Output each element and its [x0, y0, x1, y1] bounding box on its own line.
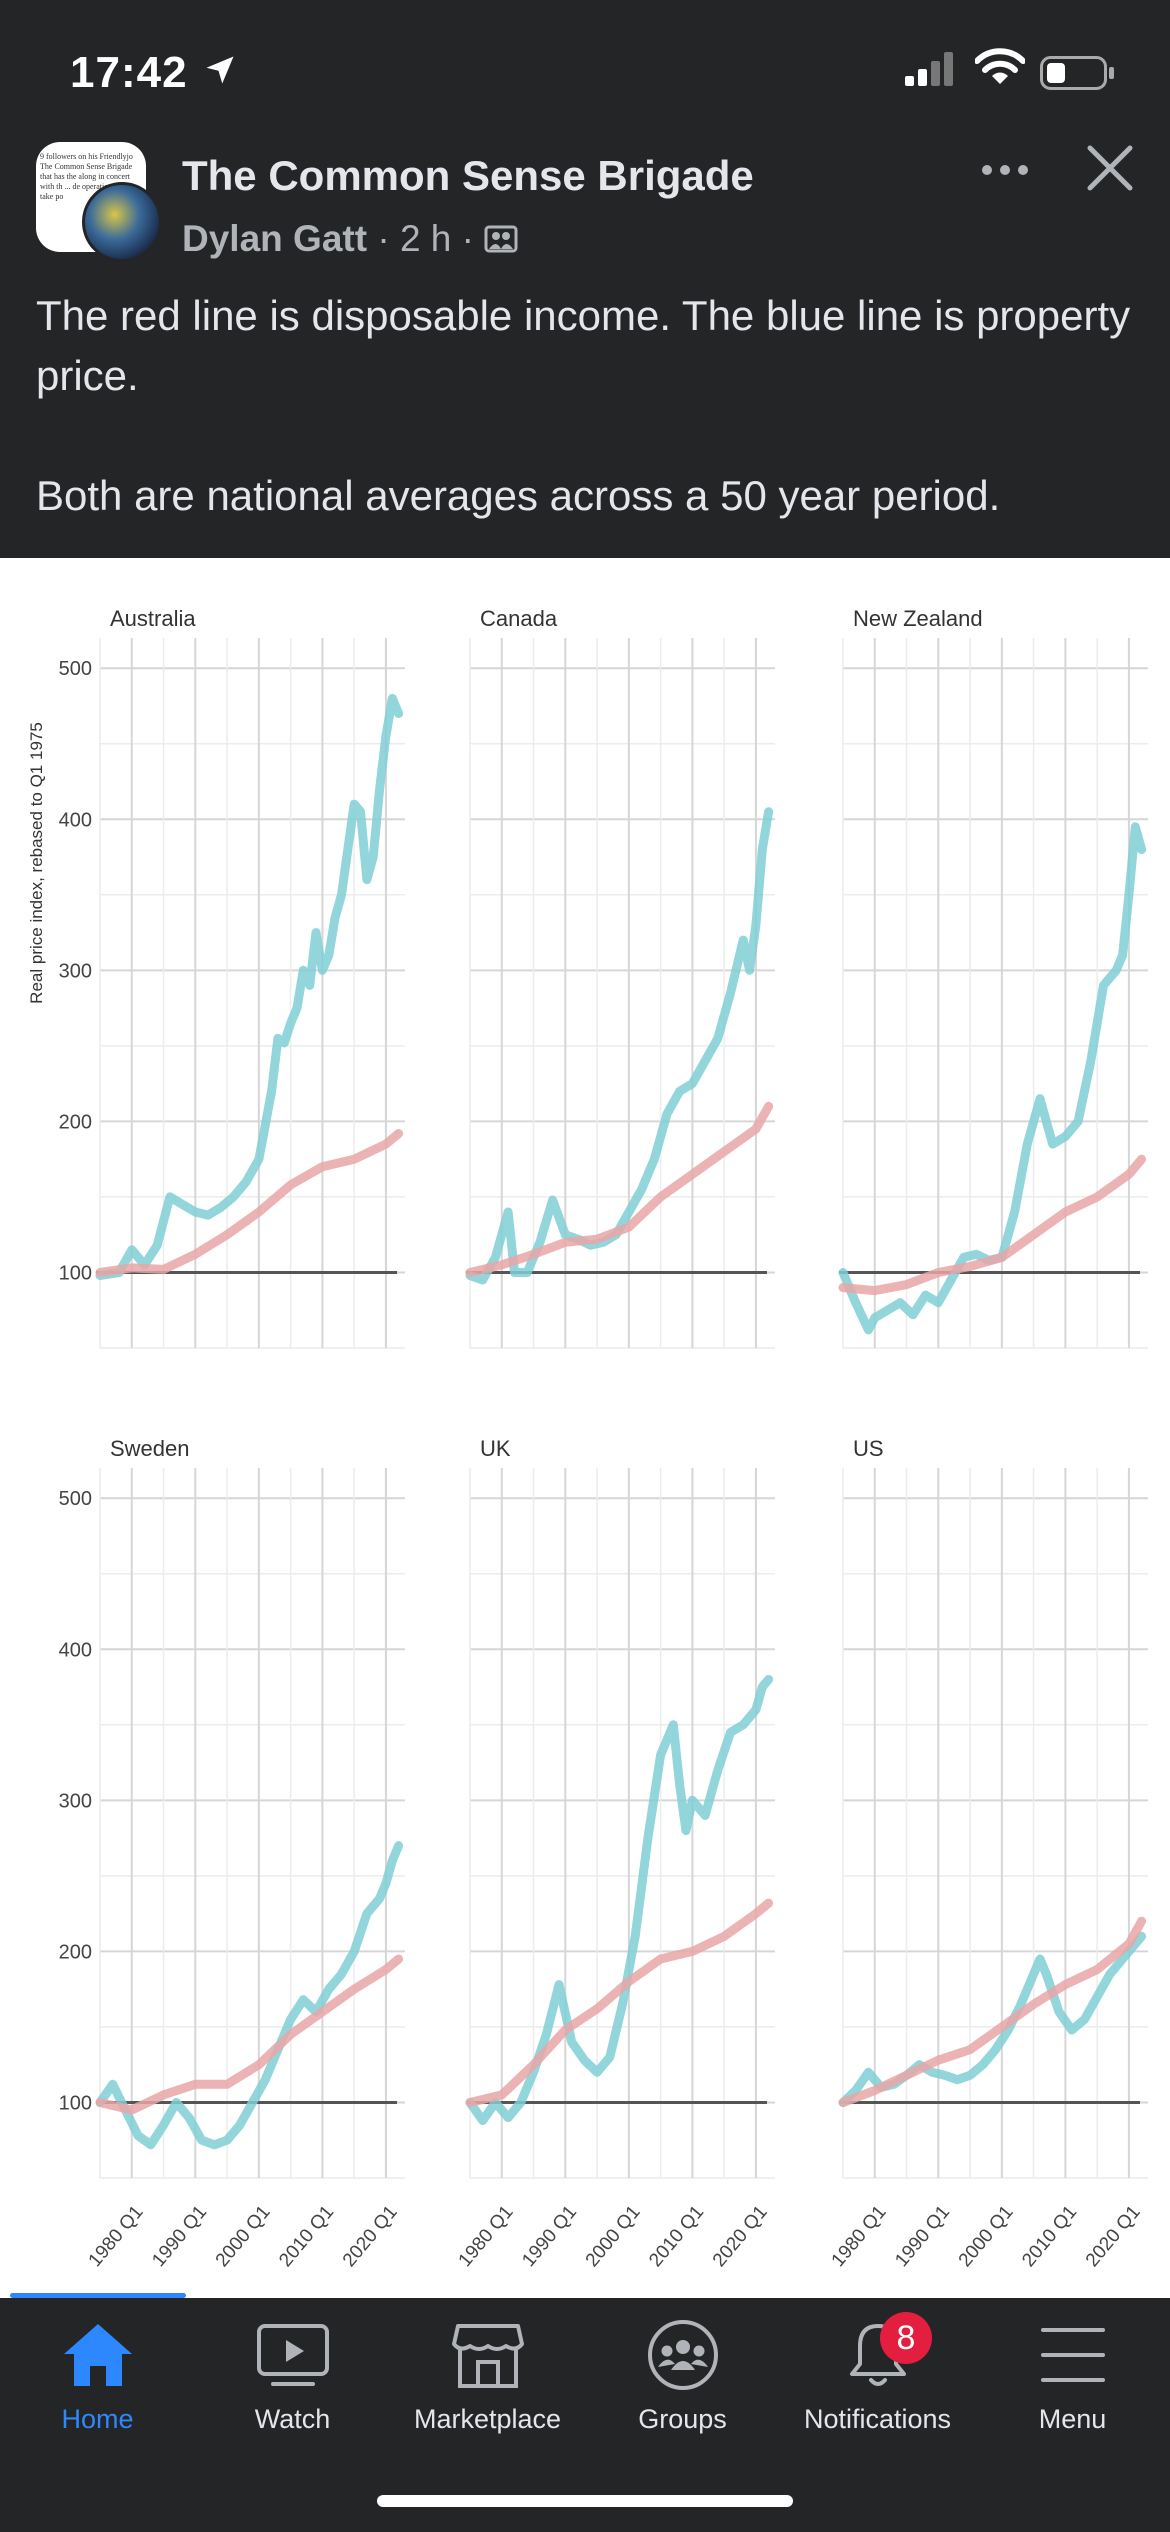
panel-3-disposable-income-line	[95, 1954, 404, 2115]
panel-1-disposable-income-line	[465, 1101, 774, 1277]
y-axis-label: Real price index, rebased to Q1 1975	[27, 722, 46, 1004]
tab-home[interactable]: Home	[0, 2320, 195, 2450]
panel-3-ytick-label: 400	[59, 1639, 92, 1661]
panel-1-title: Canada	[480, 606, 558, 631]
post-text-line1: The red line is disposable income. The b…	[36, 292, 1131, 399]
tab-groups[interactable]: Groups	[585, 2320, 780, 2450]
tab-marketplace[interactable]: Marketplace	[390, 2320, 585, 2450]
meta-separator: ·	[377, 218, 390, 259]
group-avatar-text: 9 followers on his Friendlyjo The Common…	[40, 152, 133, 201]
panel-4-property-price-line	[465, 1675, 774, 2126]
panel-0-disposable-income-line	[95, 1129, 404, 1277]
panel-5-xtick-label: 1990 Q1	[891, 2202, 954, 2271]
group-audience-icon	[484, 225, 518, 253]
battery-icon	[1040, 56, 1114, 90]
panel-2-disposable-income-line	[838, 1154, 1147, 1296]
panel-5-title: US	[853, 1436, 884, 1461]
panel-3-xtick-label: 2000 Q1	[212, 2202, 275, 2271]
panel-5-disposable-income-line	[838, 1916, 1147, 2107]
panel-3-ytick-label: 300	[59, 1790, 92, 1812]
author-avatar[interactable]	[82, 182, 162, 262]
panel-0-ytick-label: 300	[59, 960, 92, 982]
panel-3-ytick-label: 100	[59, 2092, 92, 2114]
panel-5-xtick-label: 2010 Q1	[1018, 2202, 1081, 2271]
menu-icon	[1040, 2328, 1105, 2382]
panel-0-title: Australia	[110, 606, 196, 631]
status-time: 17:42	[70, 48, 188, 97]
panel-4-xtick-label: 1990 Q1	[518, 2202, 581, 2271]
group-name[interactable]: The Common Sense Brigade	[182, 152, 754, 199]
panel-4-xtick-label: 2000 Q1	[582, 2202, 645, 2271]
panel-4-xtick-label: 2020 Q1	[709, 2202, 772, 2271]
chart-grid-svg: Australia 100 200 300 400 500 Real price index…	[27, 606, 1148, 2271]
panel-3-xtick-label: 1980 Q1	[85, 2202, 148, 2271]
post-image-chart[interactable]: Australia 100 200 300 400 500 Real price index…	[0, 558, 1170, 2298]
tab-menu[interactable]: Menu	[975, 2320, 1170, 2450]
home-indicator	[377, 2495, 793, 2507]
panel-1-property-price-line	[465, 807, 774, 1285]
panel-4-xtick-label: 2010 Q1	[645, 2202, 708, 2271]
tab-watch-label: Watch	[254, 2404, 331, 2434]
panel-3-ytick-label: 500	[59, 1488, 92, 1510]
panel-4-title: UK	[480, 1436, 511, 1461]
panel-4-disposable-income-line	[465, 1898, 774, 2107]
tab-groups-label: Groups	[638, 2404, 727, 2434]
panel-5-xtick-label: 2020 Q1	[1082, 2202, 1145, 2271]
post-meta: Dylan Gatt · 2 h ·	[182, 218, 518, 260]
panel-0-ytick-label: 500	[59, 658, 92, 680]
notifications-badge: 8	[880, 2312, 932, 2364]
cellular-signal-icon	[905, 52, 953, 86]
panel-3-ytick-label: 200	[59, 1941, 92, 1963]
panel-3-property-price-line	[95, 1841, 404, 2150]
active-tab-indicator	[10, 2293, 186, 2298]
panel-5-xtick-label: 2000 Q1	[955, 2202, 1018, 2271]
location-arrow-icon	[206, 56, 234, 84]
post-time[interactable]: 2 h	[399, 218, 452, 259]
close-icon[interactable]	[1080, 138, 1140, 198]
tab-menu-label: Menu	[1038, 2404, 1107, 2434]
groups-icon	[647, 2320, 718, 2390]
tab-notifications-label: Notifications	[803, 2404, 952, 2434]
status-bar: 17:42	[0, 0, 1170, 140]
panel-4-xtick-label: 1980 Q1	[455, 2202, 518, 2271]
author-name[interactable]: Dylan Gatt	[182, 218, 368, 259]
post-text: The red line is disposable income. The b…	[36, 286, 1136, 526]
home-icon	[63, 2324, 132, 2386]
panel-3-xtick-label: 2010 Q1	[275, 2202, 338, 2271]
tab-home-label: Home	[61, 2404, 134, 2434]
panel-3-xtick-label: 1990 Q1	[148, 2202, 211, 2271]
watch-icon	[256, 2324, 329, 2386]
panel-0-ytick-label: 400	[59, 809, 92, 831]
panel-3-xtick-label: 2020 Q1	[339, 2202, 402, 2271]
panel-0-ytick-label: 200	[59, 1111, 92, 1133]
meta-separator: ·	[461, 218, 474, 259]
marketplace-icon	[451, 2324, 524, 2388]
tab-marketplace-label: Marketplace	[413, 2404, 562, 2434]
panel-3-title: Sweden	[110, 1436, 190, 1461]
tab-notifications[interactable]: Notifications	[780, 2320, 975, 2450]
panel-2-property-price-line	[838, 822, 1147, 1335]
panel-5-xtick-label: 1980 Q1	[828, 2202, 891, 2271]
panel-0-property-price-line	[95, 693, 404, 1280]
tab-watch[interactable]: Watch	[195, 2320, 390, 2450]
more-options-icon[interactable]	[975, 150, 1035, 190]
wifi-icon	[975, 48, 1025, 84]
bottom-tab-bar	[0, 2298, 1170, 2532]
panel-2-title: New Zealand	[853, 606, 983, 631]
post-text-line2: Both are national averages across a 50 y…	[36, 472, 1001, 519]
panel-0-ytick-label: 100	[59, 1262, 92, 1284]
